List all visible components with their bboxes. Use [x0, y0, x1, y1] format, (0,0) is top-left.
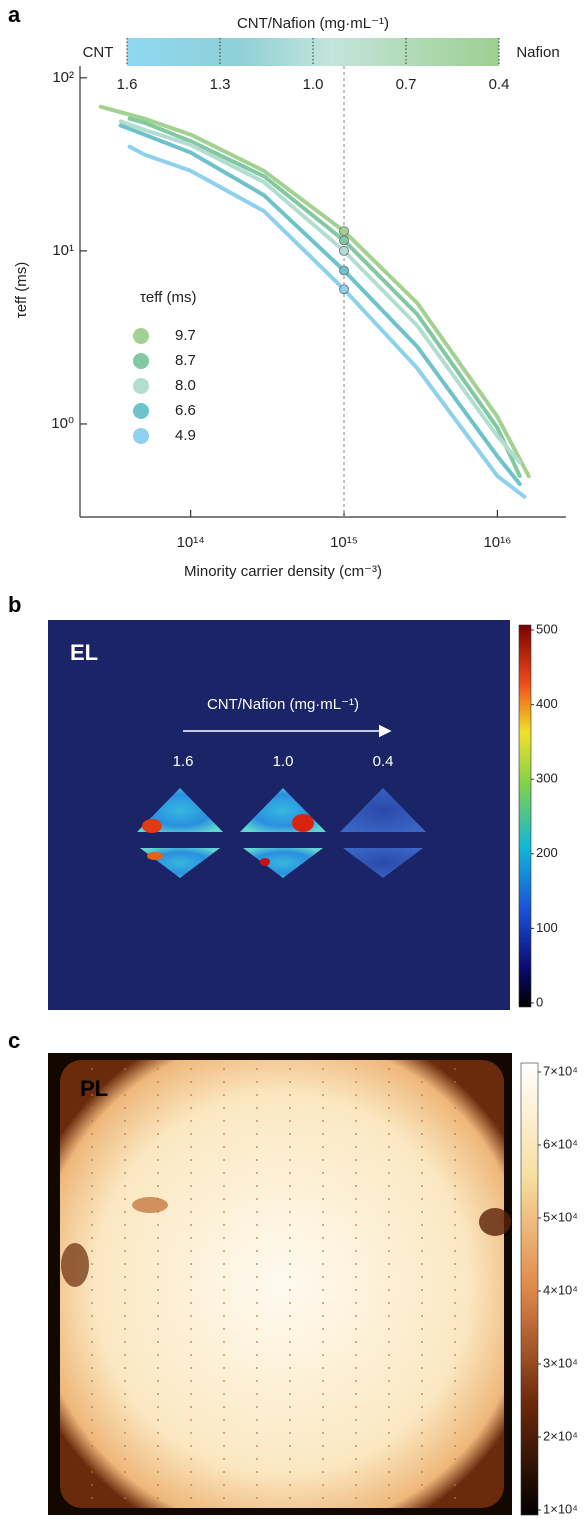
colorbar-tick-label: 2×10⁴	[543, 1428, 578, 1443]
series-line	[118, 119, 522, 465]
colorbar-tick-label: 6×10⁴	[543, 1136, 578, 1151]
legend-swatch	[133, 378, 149, 394]
x-tick-label: 10¹⁵	[330, 534, 358, 551]
samples	[137, 788, 426, 878]
colorbar-tick-label: 1.6	[117, 76, 138, 93]
legend-swatch	[133, 403, 149, 419]
colorbar-tick-label: 1.3	[210, 76, 231, 93]
colorbar-left-label: CNT	[83, 44, 114, 61]
legend-label: 6.6	[175, 402, 196, 419]
colorbar-right-label: Nafion	[516, 44, 559, 61]
legend-swatch	[133, 328, 149, 344]
colorbar	[518, 624, 532, 1008]
legend-label: 8.7	[175, 352, 196, 369]
legend-label: 4.9	[175, 427, 196, 444]
sample-label: 0.4	[373, 753, 394, 770]
colorbar-tick-label: 0.7	[396, 76, 417, 93]
defect	[132, 1197, 168, 1213]
colorbar-tick-label: 1×10⁴	[543, 1501, 578, 1516]
colorbar-tick-label: 7×10⁴	[543, 1063, 578, 1078]
defect	[61, 1243, 89, 1287]
colorbar-tick-label: 1.0	[303, 76, 324, 93]
colorbar-tick-label: 0.4	[489, 76, 510, 93]
panel-label: a	[8, 2, 21, 27]
colorbar-tick-label: 500	[536, 621, 558, 636]
y-axis-label: τeff (ms)	[13, 262, 30, 318]
legend-label: 8.0	[175, 377, 196, 394]
arrow-label: CNT/Nafion (mg·mL⁻¹)	[207, 696, 359, 713]
panel-label: c	[8, 1028, 20, 1053]
point-marker	[339, 245, 349, 256]
x-tick-label: 10¹⁶	[483, 534, 511, 551]
series-line	[118, 123, 522, 486]
point-marker	[339, 265, 349, 276]
colorbar-tick-label: 300	[536, 771, 558, 786]
sample-label: 1.0	[273, 753, 294, 770]
y-tick-label: 10⁰	[51, 415, 74, 432]
image-title: PL	[80, 1076, 108, 1101]
legend-label: 9.7	[175, 327, 196, 344]
sample-label: 1.6	[173, 753, 194, 770]
colorbar-tick-label: 5×10⁴	[543, 1209, 578, 1224]
defect	[479, 1208, 511, 1236]
legend-title: τeff (ms)	[140, 289, 196, 306]
colorbar-tick-label: 0	[536, 994, 543, 1009]
x-axis-label: Minority carrier density (cm⁻³)	[184, 563, 382, 580]
colorbar-tick-label: 3×10⁴	[543, 1355, 578, 1370]
panel-label: b	[8, 592, 21, 617]
image-title: EL	[70, 640, 98, 665]
series-line	[127, 116, 522, 479]
pl-cell	[60, 1060, 504, 1508]
colorbar-tick-label: 400	[536, 696, 558, 711]
colorbar	[520, 1062, 539, 1516]
series-line	[98, 104, 531, 479]
legend-swatch	[133, 428, 149, 444]
point-marker	[339, 284, 349, 295]
colorbar-tick-label: 100	[536, 920, 558, 935]
colorbar-tick-label: 200	[536, 845, 558, 860]
point-marker	[339, 226, 349, 237]
y-tick-label: 10¹	[52, 242, 74, 259]
colorbar-tick-label: 4×10⁴	[543, 1282, 578, 1297]
colorbar-title: CNT/Nafion (mg·mL⁻¹)	[237, 15, 389, 32]
point-marker	[339, 235, 349, 246]
y-tick-label: 10²	[52, 69, 74, 86]
x-tick-label: 10¹⁴	[177, 534, 205, 551]
series-line	[127, 144, 527, 499]
legend-swatch	[133, 353, 149, 369]
